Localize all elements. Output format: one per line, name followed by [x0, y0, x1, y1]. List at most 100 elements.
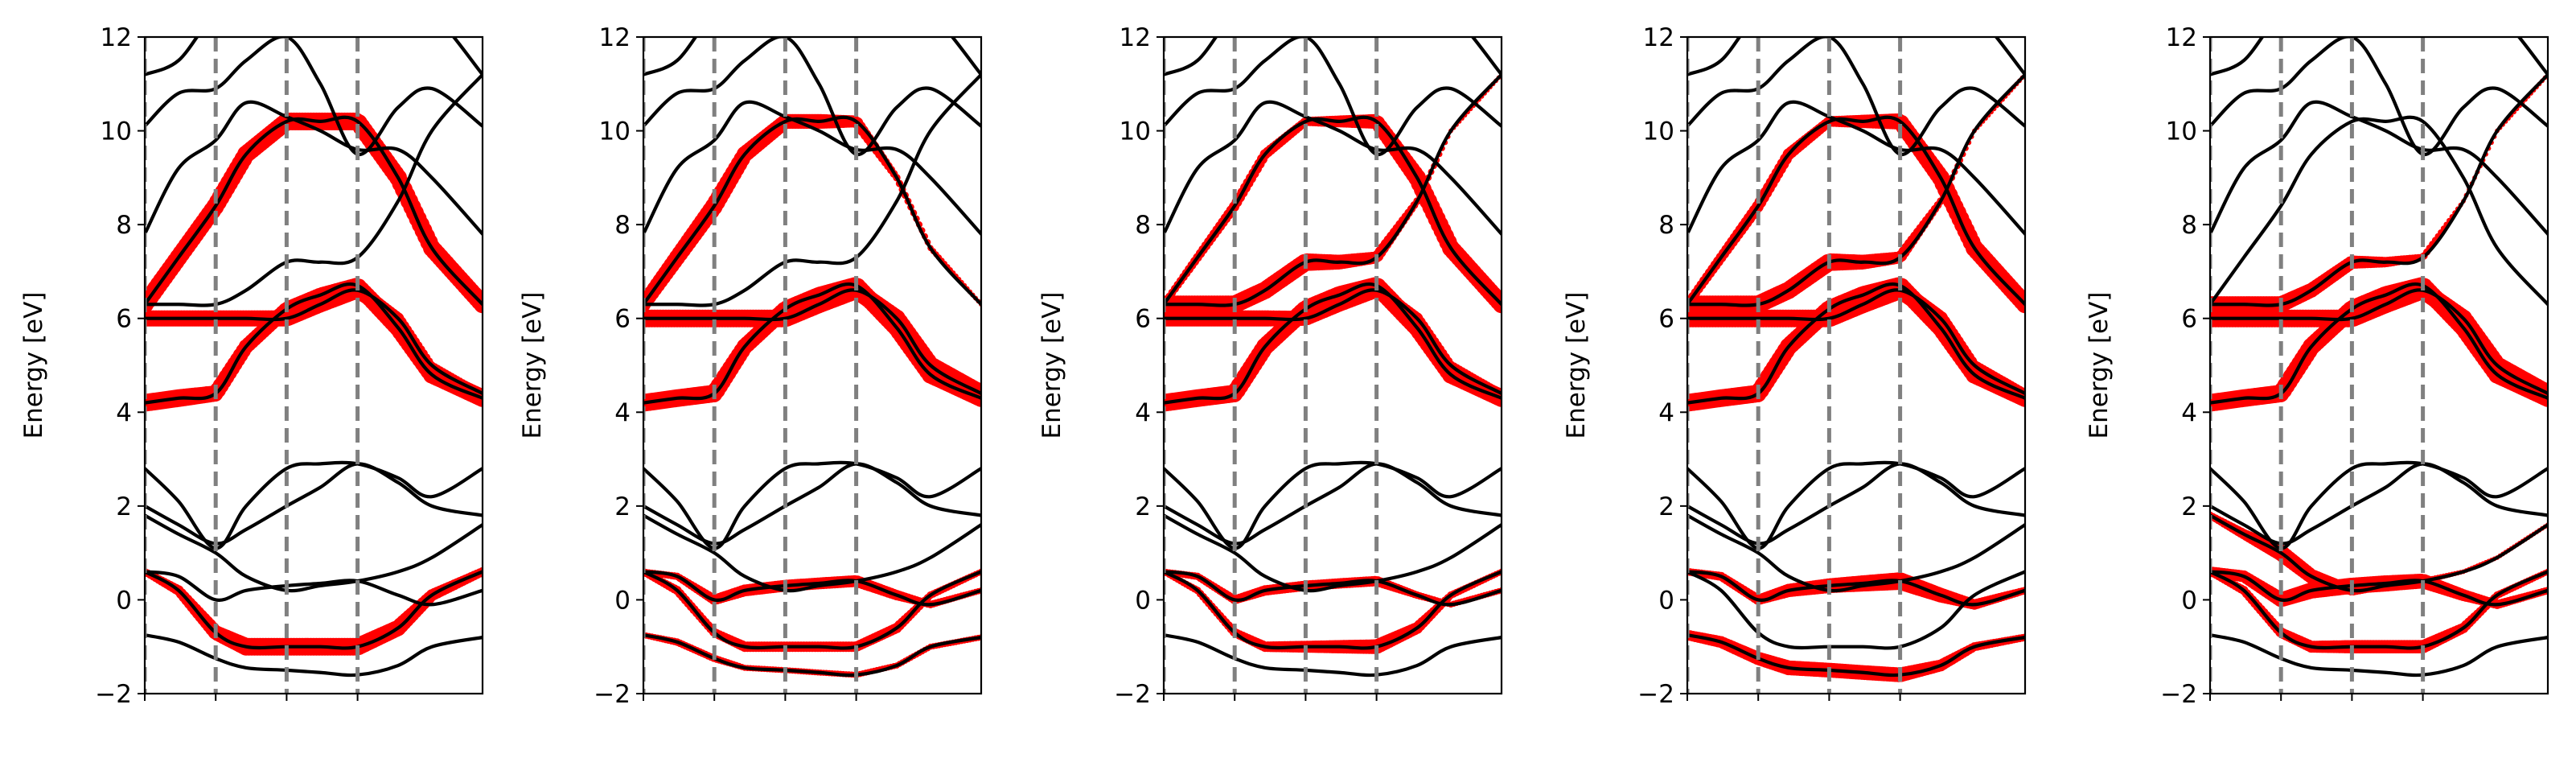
band-line [2210, 570, 2548, 607]
y-tick-label: 4 [2181, 398, 2197, 427]
y-tick-label: −2 [1114, 680, 1151, 709]
y-tick-label: 2 [2181, 492, 2197, 521]
plot-area [1164, 37, 1502, 678]
band-line [1687, 570, 2025, 607]
plot-area [145, 37, 483, 678]
band-line [643, 288, 981, 396]
band-line [1164, 288, 1502, 396]
y-tick-label: 12 [599, 23, 631, 52]
band-line [145, 100, 483, 236]
y-tick-label: 2 [1658, 492, 1674, 521]
band-line [1687, 282, 2025, 405]
band-line [1687, 460, 2025, 550]
y-tick-label: 10 [1120, 117, 1151, 146]
band-line [1687, 462, 2025, 546]
band-line [643, 100, 981, 236]
y-tick-label: 2 [116, 492, 132, 521]
band-line [643, 633, 981, 678]
y-axis-label: Energy [eV] [1562, 292, 1591, 439]
y-tick-label: 4 [614, 398, 631, 427]
y-tick-label: 8 [1658, 211, 1674, 240]
band-line [1164, 633, 1502, 678]
y-tick-label: 10 [101, 117, 132, 146]
y-tick-label: 6 [1135, 305, 1151, 334]
band-line [145, 460, 483, 550]
band-line [2210, 72, 2548, 307]
y-tick-label: 2 [1135, 492, 1151, 521]
weight-series [2210, 72, 2548, 313]
band-line [643, 513, 981, 593]
band-line [1164, 115, 1502, 307]
y-axis-label: Energy [eV] [1037, 292, 1066, 439]
band-line [2210, 37, 2548, 156]
band-line [1164, 570, 1502, 607]
band-line [643, 115, 981, 307]
band-line [1687, 633, 2025, 678]
band-line [145, 115, 483, 307]
y-tick-label: 0 [116, 586, 132, 615]
y-axis-label: Energy [eV] [518, 292, 547, 439]
band-line [1164, 72, 1502, 307]
band-line [2210, 462, 2548, 546]
axes-frame [2208, 35, 2549, 695]
y-tick-label: 10 [1643, 117, 1674, 146]
band-line [1164, 282, 1502, 405]
y-tick-label: −2 [594, 680, 631, 709]
band-line [643, 37, 981, 156]
band-line [1164, 513, 1502, 593]
y-tick-label: −2 [95, 680, 132, 709]
band-line [145, 288, 483, 396]
y-tick-label: −2 [2160, 680, 2197, 709]
band-line [2210, 513, 2548, 593]
axes-frame [642, 35, 983, 695]
y-tick-label: 2 [614, 492, 631, 521]
band-line [145, 633, 483, 678]
band-line [643, 282, 981, 405]
band-line [2210, 570, 2548, 650]
band-line [2210, 288, 2548, 396]
y-tick-label: 10 [599, 117, 631, 146]
band-line [643, 462, 981, 546]
band-line [1687, 100, 2025, 236]
y-tick-label: 10 [2166, 117, 2197, 146]
band-line [1164, 570, 1502, 650]
band-line [1164, 37, 1502, 156]
band-line [1687, 513, 2025, 593]
y-tick-label: 6 [614, 305, 631, 334]
y-tick-label: 8 [1135, 211, 1151, 240]
y-tick-label: 0 [1658, 586, 1674, 615]
band-line [1687, 288, 2025, 396]
y-tick-label: 8 [614, 211, 631, 240]
y-tick-label: 4 [1658, 398, 1674, 427]
band-line [2210, 115, 2548, 307]
plot-area [643, 37, 981, 678]
y-tick-label: 0 [2181, 586, 2197, 615]
y-tick-label: 8 [116, 211, 132, 240]
band-line [1687, 570, 2025, 650]
band-line [643, 72, 981, 307]
axes-frame [1162, 35, 1503, 695]
band-line [643, 570, 981, 650]
band-line [145, 72, 483, 307]
band-line [145, 282, 483, 405]
band-line [1687, 72, 2025, 307]
y-tick-label: 0 [614, 586, 631, 615]
band-line [1687, 37, 2025, 156]
band-line [145, 462, 483, 546]
band-line [145, 570, 483, 607]
y-tick-label: 4 [116, 398, 132, 427]
band-line [145, 37, 483, 156]
y-axis-label: Energy [eV] [2085, 292, 2114, 439]
band-line [1164, 462, 1502, 546]
y-tick-label: −2 [1637, 680, 1674, 709]
band-line [2210, 100, 2548, 236]
band-line [1164, 460, 1502, 550]
band-line [643, 460, 981, 550]
band-line [2210, 282, 2548, 405]
